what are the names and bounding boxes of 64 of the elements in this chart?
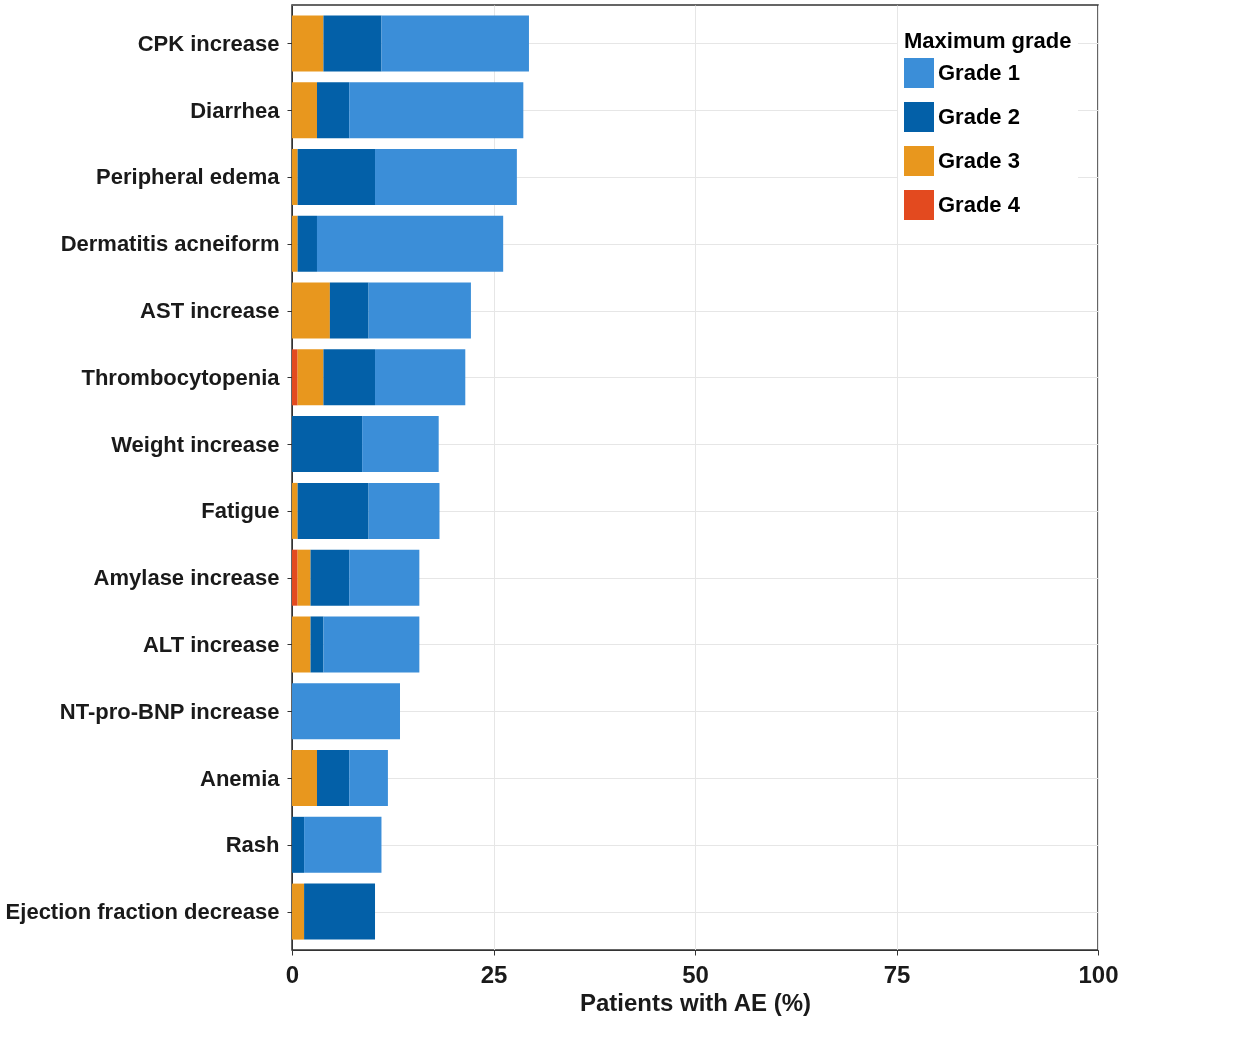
legend-title: Maximum grade [904, 28, 1072, 53]
y-tick-label: Diarrhea [190, 97, 281, 123]
y-tick-label: Fatigue [201, 498, 280, 524]
legend-label: Grade 3 [938, 148, 1020, 173]
bar [329, 282, 369, 339]
bar [292, 215, 298, 272]
bar [362, 416, 439, 473]
legend-label: Grade 1 [938, 60, 1020, 85]
bar [292, 482, 298, 539]
legend-label: Grade 2 [938, 104, 1020, 129]
bar [323, 616, 420, 673]
x-tick-label: 25 [480, 960, 508, 988]
bar [316, 82, 350, 139]
bar [292, 416, 363, 473]
y-tick-label: Anemia [200, 765, 281, 791]
bar [323, 15, 382, 72]
bar [316, 750, 350, 807]
y-tick-label: ALT increase [142, 631, 280, 657]
bar [310, 549, 350, 606]
y-tick-label: Thrombocytopenia [81, 364, 281, 390]
y-tick-label: Weight increase [111, 431, 280, 457]
bar [292, 549, 298, 606]
bar [349, 750, 388, 807]
bar [375, 349, 466, 406]
bar [310, 616, 324, 673]
bar [292, 816, 305, 873]
x-tick-label: 0 [285, 960, 300, 988]
x-tick-label: 75 [883, 960, 911, 988]
x-axis-title: Patients with AE (%) [579, 988, 812, 1016]
x-tick-label: 50 [682, 960, 709, 988]
bar [292, 15, 324, 72]
bar [292, 282, 330, 339]
bar [323, 349, 376, 406]
bar [297, 549, 311, 606]
y-tick-label: Ejection fraction decrease [5, 899, 280, 925]
bar [304, 883, 376, 940]
y-tick-label: AST increase [140, 298, 280, 324]
legend-label: Grade 4 [938, 192, 1021, 217]
bar [349, 549, 420, 606]
bar [292, 82, 317, 139]
bar [381, 15, 529, 72]
bar [297, 349, 324, 406]
y-tick-label: Amylase increase [93, 565, 280, 591]
bar [349, 82, 524, 139]
bar [368, 282, 471, 339]
bar [368, 482, 440, 539]
bar [375, 148, 517, 205]
y-tick-label: Peripheral edema [96, 164, 281, 190]
bar [292, 683, 400, 740]
bar [297, 215, 317, 272]
bar [316, 215, 504, 272]
bar [292, 750, 317, 807]
y-tick-label: Dermatitis acneiform [60, 231, 280, 257]
y-tick-label: Rash [225, 832, 280, 858]
y-tick-label: CPK increase [137, 30, 280, 56]
bar [292, 148, 298, 205]
y-tick-label: NT-pro-BNP increase [59, 698, 280, 724]
bar [292, 883, 305, 940]
bar [297, 148, 376, 205]
x-tick-label: 100 [1078, 960, 1119, 988]
bar [292, 616, 311, 673]
bar [297, 482, 369, 539]
bar [292, 349, 298, 406]
bar [304, 816, 382, 873]
